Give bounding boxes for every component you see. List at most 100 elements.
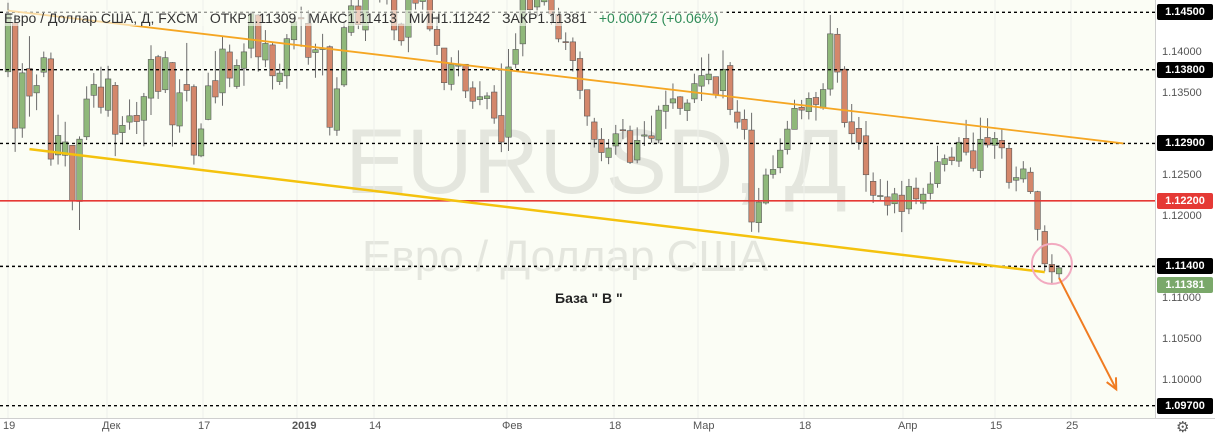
time-axis[interactable] <box>0 418 1215 438</box>
candle-body <box>655 109 662 141</box>
candle-body <box>333 88 341 131</box>
candle-body <box>105 78 112 111</box>
level-price-badge: 1.14500 <box>1157 4 1213 21</box>
time-tick-label: 25 <box>1066 420 1079 432</box>
candle-body <box>619 129 626 132</box>
candle-body <box>433 29 441 46</box>
candle-body <box>755 201 762 223</box>
candle-body <box>326 46 333 128</box>
candle-body <box>33 85 40 94</box>
candle-body <box>862 135 870 176</box>
candle-body <box>483 95 491 99</box>
close-value: ЗАКР1.11381 <box>502 10 587 26</box>
candle-body <box>584 89 591 117</box>
time-tick-label: Мар <box>693 420 715 432</box>
candle-body <box>898 194 905 212</box>
price-tick-label: 1.14000 <box>1162 46 1202 59</box>
candle-body <box>155 56 162 92</box>
settings-gear-icon[interactable]: ⚙ <box>1176 419 1190 436</box>
candle-body <box>569 41 576 61</box>
candle-body <box>283 38 290 77</box>
candle-body <box>812 97 820 105</box>
candle-body <box>233 65 240 87</box>
candle-body <box>734 111 741 123</box>
candle-body <box>190 86 198 156</box>
candle-body <box>748 129 755 223</box>
candle-body <box>212 80 219 98</box>
candle-body <box>340 27 348 86</box>
candle-body <box>26 68 33 97</box>
candle-body <box>1048 264 1055 273</box>
candle-body <box>448 64 455 85</box>
candle-body <box>769 169 777 175</box>
candle-body <box>698 75 705 87</box>
candle-body <box>119 125 126 133</box>
candle-body <box>962 138 970 153</box>
candle-body <box>126 115 133 123</box>
candle-body <box>955 141 963 162</box>
candle-body <box>784 128 791 150</box>
level-price-badge: 1.09700 <box>1157 397 1213 414</box>
candle-body <box>684 102 691 111</box>
candle-body <box>541 0 548 3</box>
candle-body <box>205 85 212 120</box>
price-chart[interactable] <box>0 0 1155 418</box>
price-tick-label: 1.10000 <box>1162 374 1202 387</box>
candle-body <box>1020 168 1027 180</box>
time-tick-label: 19 <box>3 420 16 432</box>
time-tick-label: Дек <box>102 420 121 432</box>
time-tick-label: Апр <box>898 420 918 432</box>
candle-body <box>669 98 677 104</box>
candle-body <box>469 87 476 102</box>
candle-body <box>562 41 569 43</box>
level-price-badge: 1.12200 <box>1157 192 1213 209</box>
time-tick-label: 2019 <box>292 420 317 432</box>
candle-body <box>512 49 519 65</box>
candle-body <box>419 0 426 2</box>
candle-body <box>991 138 998 146</box>
high-value: МАКС1.11413 <box>308 10 397 26</box>
candle-body <box>605 147 612 158</box>
candle-body <box>219 48 226 94</box>
candle-body <box>662 104 669 112</box>
candle-body <box>83 98 90 138</box>
candle-body <box>941 158 948 165</box>
forecast-arrow-head <box>1106 377 1118 392</box>
price-tick-label: 1.11000 <box>1162 292 1201 305</box>
candle-body <box>140 96 147 121</box>
candle-body <box>491 91 498 119</box>
candle-body <box>441 47 448 83</box>
candle-body <box>176 92 183 127</box>
candle-body <box>476 96 484 100</box>
candle-body <box>641 134 648 137</box>
candle-body <box>412 0 419 4</box>
candle-body <box>1005 147 1013 183</box>
candle-body <box>819 89 827 109</box>
candle-body <box>591 121 598 140</box>
price-tick-label: 1.10500 <box>1162 333 1202 346</box>
candle-body <box>112 85 119 135</box>
symbol-label[interactable]: Евро / Доллар США, Д, FXCM <box>4 10 198 26</box>
candle-body <box>912 187 920 200</box>
candle-body <box>19 72 26 129</box>
candle-body <box>705 73 712 81</box>
candle-body <box>891 193 898 205</box>
candle-body <box>97 86 105 108</box>
candle-body <box>798 106 805 111</box>
candle-body <box>777 149 784 169</box>
candle-body <box>948 156 955 161</box>
price-tick-label: 1.12000 <box>1162 210 1202 223</box>
candle-body <box>727 65 734 110</box>
candle-body <box>505 66 512 138</box>
candle-body <box>533 0 541 8</box>
candle-body <box>240 51 248 69</box>
price-tick-label: 1.12500 <box>1162 169 1202 182</box>
candle-body <box>719 68 727 92</box>
candle-body <box>762 174 769 204</box>
candle-body <box>462 63 469 92</box>
candle-body <box>712 76 719 95</box>
candle-body <box>226 51 233 79</box>
candle-body <box>183 84 190 91</box>
candle-body <box>634 140 641 161</box>
